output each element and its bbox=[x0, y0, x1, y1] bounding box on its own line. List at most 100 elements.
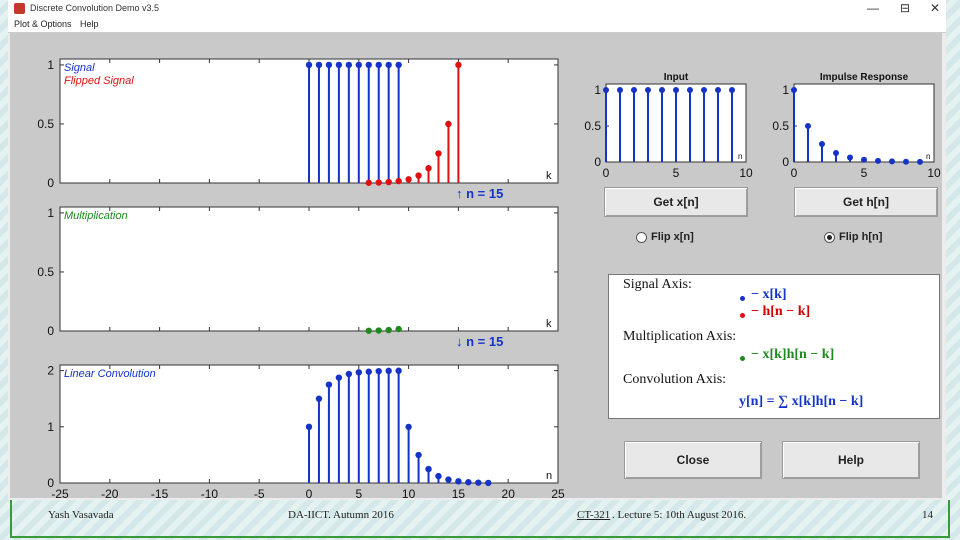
signal-h-label: − h[n − k] bbox=[751, 304, 811, 319]
stem-marker bbox=[385, 61, 392, 69]
stem-marker bbox=[889, 158, 895, 165]
stem-marker bbox=[315, 395, 323, 402]
y-tick-label: 2 bbox=[47, 364, 54, 378]
x-axis-label: n bbox=[546, 470, 552, 482]
convolution-expr: y[n] = ∑ x[k]h[n − k] bbox=[739, 394, 864, 409]
stem-marker bbox=[603, 87, 609, 93]
multiplication-axes bbox=[59, 206, 559, 334]
stem-marker bbox=[335, 61, 343, 69]
plot-title: Impulse Response bbox=[820, 72, 909, 83]
stem-marker bbox=[861, 156, 867, 163]
stem-marker bbox=[405, 176, 412, 183]
y-tick-label: 1 bbox=[782, 83, 789, 97]
x-axis-label: n bbox=[738, 152, 742, 161]
stem-marker bbox=[355, 369, 362, 376]
flip-h-radio[interactable]: Flip h[n] bbox=[824, 231, 882, 243]
stem-marker bbox=[345, 370, 353, 378]
stem-marker bbox=[385, 178, 392, 186]
flip-x-radio[interactable]: Flip x[n] bbox=[636, 231, 694, 243]
get-h-button[interactable]: Get h[n] bbox=[794, 187, 938, 217]
y-tick-label: 1 bbox=[594, 83, 601, 97]
stem-marker bbox=[715, 87, 721, 93]
stem-marker bbox=[305, 423, 313, 431]
y-tick-label: 1 bbox=[47, 206, 54, 220]
convolution-axis-heading: Convolution Axis: bbox=[623, 372, 727, 387]
stem-marker bbox=[375, 367, 382, 375]
convolution-axes bbox=[59, 364, 559, 487]
legend-entry: Linear Convolution bbox=[64, 368, 156, 380]
maximize-button[interactable]: ⊟ bbox=[899, 1, 911, 15]
stem-marker bbox=[791, 87, 797, 93]
close-window-button[interactable]: ✕ bbox=[929, 1, 941, 15]
impulse-response-axes-frame bbox=[793, 83, 935, 163]
stem-marker bbox=[365, 179, 372, 186]
flip-h-label: Flip h[n] bbox=[839, 231, 883, 243]
stem-marker bbox=[617, 87, 623, 93]
multiplication-axes-frame bbox=[59, 206, 559, 332]
legend-entry: Multiplication bbox=[64, 210, 128, 222]
input-axes bbox=[603, 83, 747, 163]
stem-marker bbox=[335, 374, 343, 381]
x-tick-label: 20 bbox=[502, 487, 516, 498]
flip-h-radio-circle[interactable] bbox=[824, 231, 835, 243]
stem-marker bbox=[385, 326, 392, 334]
footer-course-link[interactable]: CT-321 bbox=[577, 509, 611, 521]
stem-marker bbox=[305, 61, 313, 69]
x-axis-label: k bbox=[546, 170, 552, 182]
x-tick-label: 5 bbox=[861, 166, 868, 180]
x-tick-label: 0 bbox=[603, 166, 610, 180]
stem-marker bbox=[425, 465, 432, 473]
y-tick-label: 1 bbox=[47, 58, 54, 72]
y-tick-label: 0 bbox=[594, 155, 601, 169]
figure-client-area: 1 0.5 0 k Signal Flipped Signal ↑ n = 15 1 0.5 0 k… bbox=[10, 33, 942, 498]
y-tick-label: 0.5 bbox=[37, 117, 54, 131]
multiplication-axis-heading: Multiplication Axis: bbox=[623, 329, 737, 344]
stem-marker bbox=[375, 327, 382, 334]
x-tick-label: -25 bbox=[51, 487, 69, 498]
axis-legend-panel: Signal Axis: − x[k] − h[n − k] Multiplic… bbox=[608, 274, 940, 419]
stem-marker bbox=[365, 61, 372, 69]
stem-marker bbox=[395, 367, 402, 374]
stem-marker bbox=[729, 87, 735, 93]
x-tick-label: -5 bbox=[254, 487, 265, 498]
red-marker bbox=[740, 313, 745, 318]
time-index-label: ↓ n = 15 bbox=[456, 334, 503, 349]
stem-marker bbox=[375, 179, 382, 186]
menu-plot-options[interactable]: Plot & Options bbox=[14, 19, 72, 29]
footer-institute: DA-IICT. Autumn 2016 bbox=[288, 509, 394, 521]
menu-help[interactable]: Help bbox=[80, 19, 99, 29]
flip-x-radio-circle[interactable] bbox=[636, 231, 647, 243]
close-button[interactable]: Close bbox=[624, 441, 762, 479]
stem-marker bbox=[445, 120, 452, 128]
help-button[interactable]: Help bbox=[782, 441, 920, 479]
stem-marker bbox=[365, 368, 372, 375]
y-tick-label: 0 bbox=[47, 176, 54, 190]
stem-marker bbox=[847, 154, 853, 161]
x-tick-label: 10 bbox=[739, 166, 753, 180]
plot-title: Input bbox=[664, 72, 689, 83]
title-bar: Discrete Convolution Demo v3.5 — ⊟ ✕ bbox=[8, 0, 946, 18]
menu-bar: Plot & Options Help bbox=[8, 18, 946, 33]
app-window: Discrete Convolution Demo v3.5 — ⊟ ✕ Plo… bbox=[8, 0, 946, 500]
signal-axes bbox=[59, 58, 559, 186]
stem-marker bbox=[833, 150, 839, 156]
stem-marker bbox=[325, 61, 333, 69]
stem-marker bbox=[425, 165, 432, 172]
stem-marker bbox=[405, 423, 412, 431]
stem-marker bbox=[315, 61, 323, 69]
stem-marker bbox=[645, 87, 651, 93]
x-tick-label: 0 bbox=[306, 487, 313, 498]
stem-marker bbox=[325, 381, 333, 388]
x-tick-label: 0 bbox=[791, 166, 798, 180]
x-axis-label: k bbox=[546, 318, 552, 330]
stem-marker bbox=[455, 61, 462, 69]
stem-marker bbox=[395, 325, 402, 333]
x-tick-label: -10 bbox=[201, 487, 219, 498]
stem-marker bbox=[415, 451, 422, 459]
signal-axis-heading: Signal Axis: bbox=[623, 277, 692, 292]
x-tick-label: 25 bbox=[551, 487, 565, 498]
get-x-button[interactable]: Get x[n] bbox=[604, 187, 748, 217]
minimize-button[interactable]: — bbox=[867, 1, 879, 15]
y-tick-label: 0 bbox=[47, 476, 54, 490]
